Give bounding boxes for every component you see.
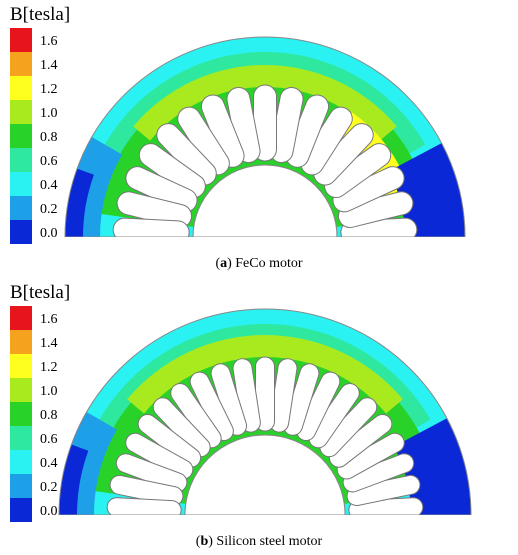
legend-swatch bbox=[10, 330, 32, 354]
legend-label: 0.8 bbox=[40, 408, 58, 423]
caption: (a) FeCo motor bbox=[215, 256, 302, 271]
legend-label: 0.6 bbox=[40, 154, 58, 169]
legend-label: 1.6 bbox=[40, 312, 58, 327]
legend-label: 1.2 bbox=[40, 360, 58, 375]
zone bbox=[104, 52, 426, 171]
legend-swatch bbox=[10, 306, 32, 330]
legend-label: 0.0 bbox=[40, 504, 58, 519]
legend-swatch bbox=[10, 354, 32, 378]
caption-label: b bbox=[200, 534, 208, 549]
motor bbox=[58, 308, 472, 515]
zone bbox=[99, 324, 431, 445]
legend-swatch bbox=[10, 28, 32, 52]
legend-label: 1.6 bbox=[40, 34, 58, 49]
caption-open: ( bbox=[196, 534, 201, 549]
legend-swatch bbox=[10, 498, 32, 522]
zone bbox=[65, 168, 94, 237]
legend-label: 1.4 bbox=[40, 58, 58, 73]
bore bbox=[192, 164, 338, 237]
legend-label: 1.4 bbox=[40, 336, 58, 351]
legend-swatch bbox=[10, 196, 32, 220]
legend-swatch bbox=[10, 378, 32, 402]
legend-label: 0.4 bbox=[40, 178, 58, 193]
legend-swatch bbox=[10, 450, 32, 474]
legend-label: 1.2 bbox=[40, 82, 58, 97]
caption-text: ) FeCo motor bbox=[227, 256, 303, 271]
legend-swatch bbox=[10, 172, 32, 196]
panel: B[tesla] 1.6 1.4 1.2 1.0 0.8 0.6 0.4 0.2 0.0 (a) F… bbox=[10, 4, 466, 271]
legend-swatch bbox=[10, 148, 32, 172]
zone bbox=[133, 64, 397, 141]
slot bbox=[112, 217, 190, 237]
caption-open: ( bbox=[215, 256, 220, 271]
caption-label: a bbox=[220, 256, 227, 271]
legend-label: 0.8 bbox=[40, 130, 58, 145]
legend-swatch bbox=[10, 100, 32, 124]
caption: (b) Silicon steel motor bbox=[196, 534, 323, 549]
legend-label: 1.0 bbox=[40, 106, 58, 121]
legend-label: 0.4 bbox=[40, 456, 58, 471]
panel: B[tesla] 1.6 1.4 1.2 1.0 0.8 0.6 0.4 0.2 0.0 (b) S… bbox=[10, 282, 472, 549]
legend-swatch bbox=[10, 220, 32, 244]
legend-label: 0.2 bbox=[40, 480, 58, 495]
legend-label: 0.6 bbox=[40, 432, 58, 447]
legend-label: 0.0 bbox=[40, 226, 58, 241]
bore bbox=[184, 434, 346, 515]
legend-title: B[tesla] bbox=[10, 282, 70, 303]
legend-swatch bbox=[10, 76, 32, 100]
zone bbox=[127, 335, 403, 414]
legend-swatch bbox=[10, 402, 32, 426]
legend-label: 0.2 bbox=[40, 202, 58, 217]
motor bbox=[64, 36, 466, 237]
caption-text: ) Silicon steel motor bbox=[208, 534, 322, 549]
legend-label: 1.0 bbox=[40, 384, 58, 399]
legend-title: B[tesla] bbox=[10, 4, 70, 25]
legend-swatch bbox=[10, 52, 32, 76]
slot bbox=[106, 497, 182, 515]
legend-swatch bbox=[10, 426, 32, 450]
legend-swatch bbox=[10, 124, 32, 148]
legend-swatch bbox=[10, 474, 32, 498]
